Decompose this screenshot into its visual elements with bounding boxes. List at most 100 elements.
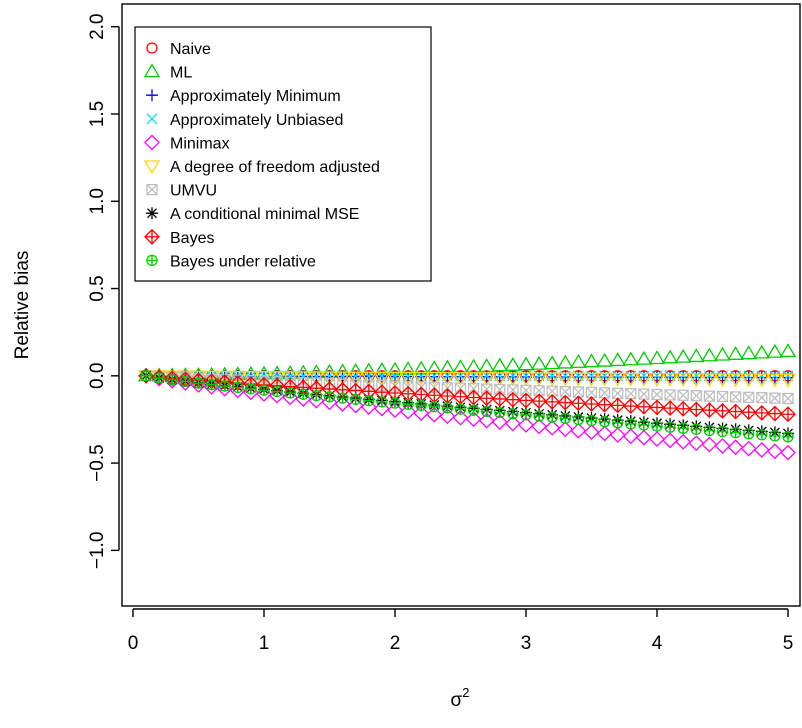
legend-symbol	[144, 228, 160, 245]
data-point	[677, 422, 689, 434]
legend-symbol	[146, 207, 158, 220]
data-point	[701, 402, 718, 419]
data-point	[690, 390, 702, 402]
x-tick-label: 5	[783, 633, 794, 654]
data-point	[467, 404, 480, 416]
legend-label: Approximately Minimum	[170, 88, 341, 105]
data-point	[426, 371, 443, 386]
data-point	[690, 423, 702, 436]
data-point	[531, 418, 548, 435]
data-point	[622, 398, 639, 414]
data-point	[716, 390, 729, 403]
data-point	[323, 391, 336, 403]
data-point	[609, 372, 626, 387]
x-tick-label: 4	[652, 633, 663, 654]
data-point	[413, 405, 430, 422]
data-point	[452, 409, 469, 426]
data-point	[703, 390, 716, 402]
data-point	[635, 429, 652, 446]
legend-symbol	[146, 183, 158, 196]
data-point	[531, 393, 548, 410]
data-point	[727, 346, 744, 360]
y-tick-label: 1.5	[87, 101, 108, 127]
data-point	[701, 347, 718, 362]
legend-box	[134, 26, 432, 282]
data-point	[386, 371, 404, 386]
data-point	[465, 411, 482, 428]
data-point	[140, 370, 152, 382]
data-point	[557, 372, 574, 387]
data-point	[688, 435, 705, 452]
data-point	[544, 355, 561, 370]
x-axis-title: σ2	[451, 685, 470, 711]
data-point	[570, 354, 587, 368]
data-point	[756, 392, 768, 404]
data-point	[347, 371, 364, 386]
data-point	[376, 396, 388, 408]
data-point	[662, 400, 679, 417]
data-point	[491, 372, 508, 387]
data-point	[651, 388, 663, 401]
data-point	[583, 372, 600, 387]
data-point	[205, 378, 218, 391]
data-point	[481, 405, 493, 418]
data-point	[701, 373, 718, 388]
data-point	[703, 424, 716, 437]
data-point	[478, 412, 495, 429]
data-point	[677, 389, 689, 401]
data-point	[753, 442, 770, 458]
data-point	[428, 401, 440, 413]
data-point	[727, 439, 744, 456]
data-point	[661, 373, 679, 388]
series-layer	[137, 343, 797, 461]
legend-label: A conditional minimal MSE	[170, 206, 359, 223]
data-point	[518, 392, 534, 409]
y-axis-title: Relative bias	[12, 251, 33, 360]
data-point	[518, 417, 534, 433]
data-point	[609, 352, 626, 367]
data-point	[478, 390, 495, 407]
data-point	[373, 400, 390, 417]
data-point	[387, 402, 403, 419]
data-point	[426, 406, 443, 423]
legend-symbol	[143, 160, 161, 175]
data-point	[625, 388, 637, 400]
data-point	[360, 399, 377, 415]
data-point	[688, 348, 705, 363]
data-point	[651, 420, 663, 432]
data-point	[347, 397, 364, 414]
legend-label: A degree of freedom adjusted	[170, 159, 380, 176]
data-point	[753, 344, 770, 359]
data-point	[755, 371, 768, 384]
data-point	[334, 371, 351, 386]
data-point	[740, 373, 757, 388]
data-point	[782, 431, 794, 443]
data-point	[465, 389, 482, 406]
data-point	[232, 381, 244, 394]
data-point	[638, 388, 650, 400]
data-point	[491, 414, 508, 431]
data-point	[596, 396, 613, 413]
data-point	[583, 353, 600, 368]
data-point	[596, 352, 613, 367]
data-point	[766, 443, 783, 460]
data-point	[648, 350, 666, 365]
data-point	[714, 373, 731, 388]
data-point	[675, 433, 692, 450]
data-point	[727, 373, 744, 388]
data-point	[297, 388, 309, 400]
data-point	[585, 386, 598, 399]
data-point	[179, 375, 192, 388]
data-point	[756, 370, 768, 382]
data-point	[360, 371, 377, 386]
data-point	[284, 387, 296, 399]
data-point	[753, 404, 770, 421]
data-point	[439, 372, 456, 386]
data-point	[596, 372, 613, 387]
legend-label: Naive	[170, 41, 211, 58]
data-point	[779, 343, 797, 358]
data-point	[570, 422, 587, 439]
data-point	[766, 343, 784, 358]
